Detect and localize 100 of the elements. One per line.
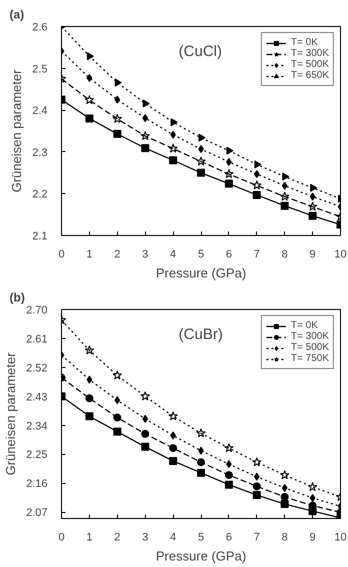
x-tick-label: 0: [58, 532, 65, 544]
point: [141, 144, 150, 152]
legend-label: T= 0K: [290, 320, 318, 331]
point: [140, 131, 150, 140]
x-tick-label: 2: [114, 248, 120, 260]
y-tick-label: 2.2: [32, 188, 48, 201]
point: [197, 458, 205, 466]
y-tick-label: 2.3: [32, 146, 48, 159]
annotation: (CuBr): [178, 326, 223, 343]
text: (b): [10, 290, 25, 304]
legend-label: T= 650K: [290, 70, 329, 81]
point: [282, 484, 288, 492]
point: [310, 184, 318, 192]
point: [198, 134, 206, 142]
point: [86, 74, 92, 82]
point: [310, 494, 316, 502]
legend-label: T= 0K: [290, 37, 318, 48]
point: [85, 114, 94, 122]
y-tick-label: 2.43: [26, 391, 48, 404]
point: [254, 170, 260, 178]
point: [224, 169, 234, 178]
legend-label: T= 300K: [290, 48, 329, 59]
point: [142, 414, 148, 423]
x-tick-label: 7: [254, 532, 260, 544]
point: [85, 412, 94, 420]
point: [170, 432, 176, 440]
y-tick-label: 2.34: [26, 420, 48, 432]
x-tick-label: 5: [198, 532, 204, 544]
x-tick-label: 1: [86, 248, 92, 260]
y-tick-label: 2.1: [32, 230, 48, 242]
x-tick-label: 9: [310, 248, 316, 260]
x-tick-label: 0: [58, 248, 65, 260]
y-tick-label: 2.5: [32, 63, 48, 76]
point: [196, 156, 206, 166]
point: [114, 96, 120, 104]
x-tick-label: 5: [198, 248, 204, 260]
point: [254, 160, 262, 168]
legend-label: T= 300K: [290, 331, 329, 342]
point: [86, 52, 94, 60]
point: [112, 370, 122, 380]
x-tick-label: 3: [142, 248, 148, 260]
point: [113, 414, 122, 422]
x-tick-label: 10: [334, 248, 347, 260]
x-tick-label: 8: [282, 532, 288, 544]
x-tick-label: 4: [170, 248, 176, 260]
legend-label: T= 750K: [290, 353, 329, 364]
point: [308, 202, 318, 211]
legend-label: T= 500K: [290, 342, 329, 353]
x-tick-label: 1: [86, 532, 92, 544]
point: [280, 192, 290, 201]
x-tick-label: 2: [114, 532, 120, 544]
point: [224, 180, 233, 188]
y-tick-label: 2.07: [26, 507, 48, 520]
annotation: (CuCl): [178, 42, 222, 60]
x-axis-title: Pressure (GPa): [156, 266, 246, 280]
point: [170, 118, 178, 126]
y-tick-label: 2.4: [32, 105, 48, 118]
point: [140, 391, 150, 400]
point: [226, 158, 232, 166]
point: [114, 396, 120, 404]
x-tick-label: 9: [310, 532, 316, 544]
legend-label: T= 500K: [290, 59, 329, 70]
y-tick-label: 2.52: [26, 362, 48, 374]
point: [198, 144, 204, 153]
point: [282, 172, 290, 181]
point: [197, 468, 205, 477]
x-tick-label: 6: [226, 248, 232, 260]
y-tick-label: 2.16: [26, 478, 48, 490]
point: [252, 457, 262, 466]
point: [114, 78, 122, 87]
point: [226, 146, 234, 155]
point: [141, 430, 150, 438]
x-tick-label: 3: [142, 532, 148, 544]
y-tick-label: 2.6: [32, 22, 48, 34]
y-tick-label: 2.61: [26, 333, 48, 346]
point: [170, 130, 176, 139]
point: [308, 212, 317, 220]
point: [226, 460, 232, 468]
point: [310, 192, 316, 201]
point: [280, 470, 290, 480]
point: [280, 492, 289, 501]
point: [282, 182, 288, 190]
point: [198, 446, 204, 455]
x-tick-label: 4: [170, 532, 176, 544]
point: [168, 411, 178, 420]
point: [84, 345, 94, 354]
point: [169, 456, 178, 465]
point: [308, 482, 318, 492]
y-tick-label: 2.70: [26, 304, 48, 316]
point: [252, 190, 261, 199]
point: [142, 99, 150, 108]
y-axis-title: Grüneisen parameter: [9, 68, 24, 192]
x-axis-title: Pressure (GPa): [156, 548, 246, 564]
point: [254, 472, 260, 481]
point: [169, 156, 178, 164]
point: [85, 394, 94, 402]
point: [280, 202, 289, 210]
point: [252, 491, 261, 500]
point: [252, 482, 261, 490]
point: [196, 428, 206, 438]
